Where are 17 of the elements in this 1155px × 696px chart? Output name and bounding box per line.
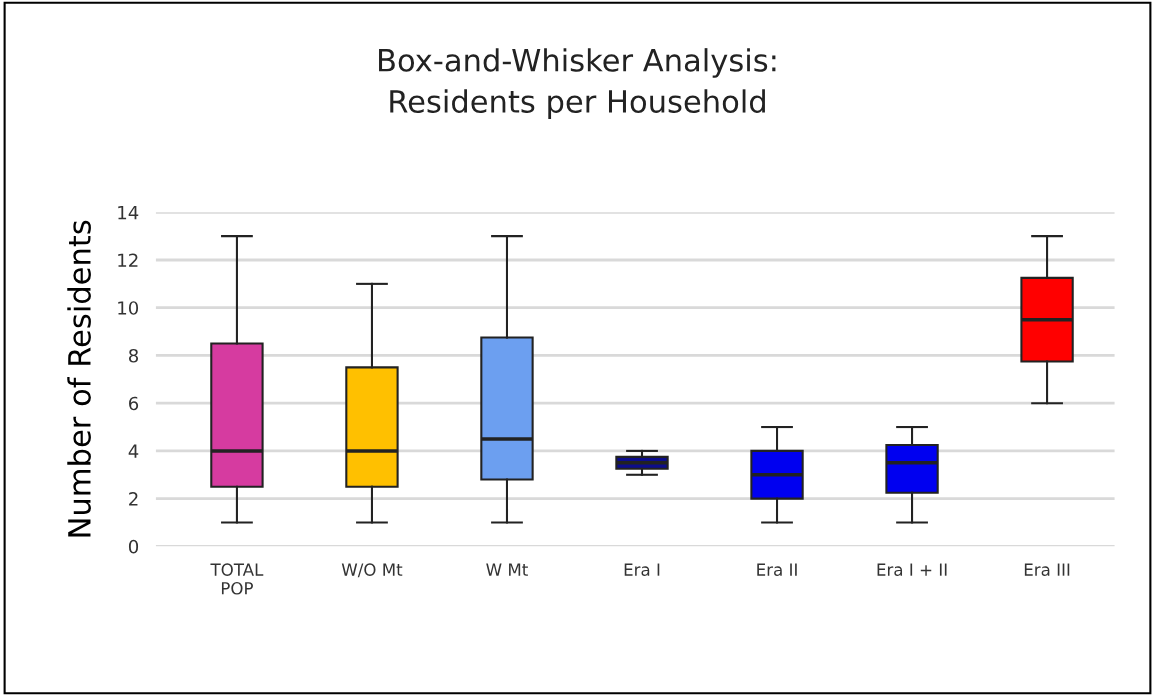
y-tick-label: 0 bbox=[128, 539, 139, 554]
y-tick-label: 14 bbox=[118, 205, 139, 220]
x-tick-label: Era I + II bbox=[877, 563, 947, 576]
x-tick-label: Era II bbox=[757, 563, 797, 576]
x-tick-label: Era I bbox=[624, 563, 660, 576]
x-tick-label: TOTAL POP bbox=[210, 563, 264, 595]
y-axis-title: Number of Residents bbox=[67, 220, 91, 537]
y-tick-label: 6 bbox=[129, 396, 139, 411]
y-tick-label: 4 bbox=[128, 444, 139, 458]
y-tick-label: 10 bbox=[118, 301, 139, 315]
y-tick-label: 8 bbox=[128, 348, 139, 363]
y-tick-label: 12 bbox=[118, 253, 138, 267]
x-tick-label: Era III bbox=[1024, 563, 1070, 576]
y-tick-label: 2 bbox=[129, 492, 138, 506]
x-tick-label: W Mt bbox=[486, 563, 528, 576]
x-tick-label: W/O Mt bbox=[341, 563, 403, 578]
chart-title: Box-and-Whisker Analysis: Residents per Household bbox=[379, 48, 776, 119]
